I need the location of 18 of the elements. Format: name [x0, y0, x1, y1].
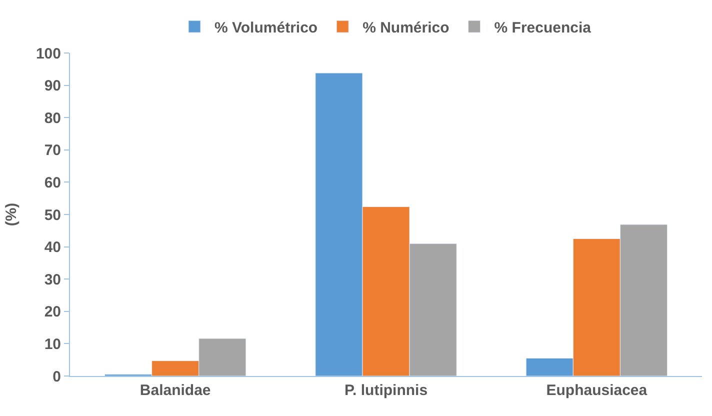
legend-label: % Frecuencia	[494, 19, 592, 36]
y-tick-label: 20	[44, 304, 61, 321]
y-tick-label: 40	[44, 239, 61, 256]
legend-label: % Volumétrico	[214, 19, 318, 36]
x-tick-label: P. lutipinnis	[344, 382, 428, 399]
y-tick-label: 50	[44, 206, 61, 224]
legend-label: % Numérico	[362, 19, 450, 36]
y-tick-label: 60	[44, 174, 61, 192]
y-tick-label: 10	[44, 336, 61, 353]
y-tick-label: 0	[52, 368, 61, 386]
y-axis-title: (%)	[3, 202, 20, 226]
y-tick-label: 90	[44, 78, 61, 95]
y-tick-label: 100	[36, 45, 61, 62]
x-tick-label: Balanidae	[140, 382, 211, 399]
y-tick-label: 30	[44, 271, 61, 288]
y-tick-label: 70	[44, 142, 61, 160]
y-tick-label: 80	[44, 110, 61, 127]
x-tick-label: Euphausiacea	[546, 382, 648, 399]
